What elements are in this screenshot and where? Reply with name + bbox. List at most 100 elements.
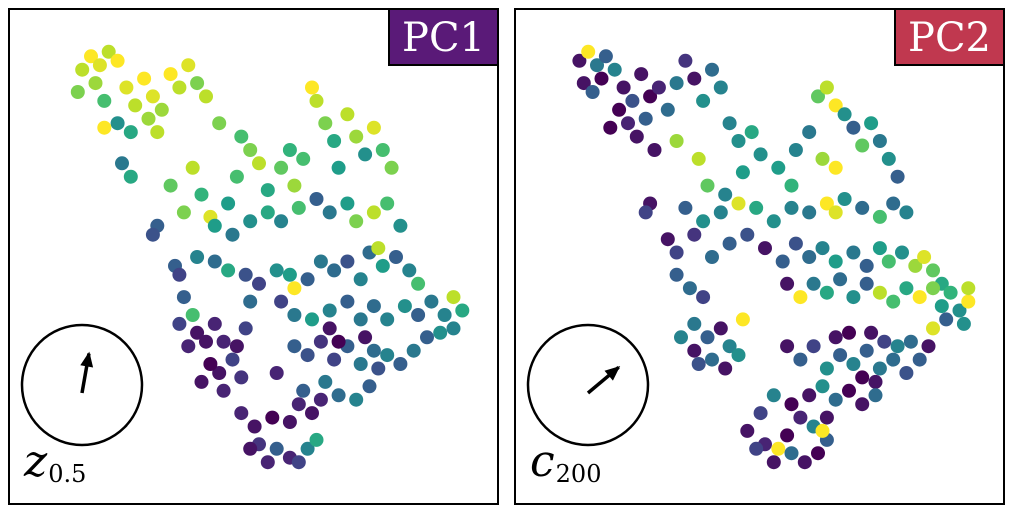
scatter-point [713, 321, 728, 336]
scatter-point [638, 205, 653, 220]
scatter-point [691, 151, 706, 166]
scatter-point [300, 348, 315, 363]
scatter-point [899, 366, 914, 380]
scatter-point [433, 325, 448, 340]
scatter-point [797, 455, 812, 470]
scatter-point [287, 308, 302, 322]
scatter-point [172, 80, 187, 95]
scatter-point [846, 245, 861, 260]
scatter-point [397, 299, 412, 314]
scatter-point [886, 196, 901, 211]
scatter-point [349, 129, 364, 144]
scatter-point [154, 102, 169, 117]
scatter-point [819, 196, 834, 211]
scatter-point [625, 93, 640, 108]
scatter-point [718, 187, 733, 202]
scatter-point [616, 80, 631, 95]
scatter-point [282, 415, 297, 429]
scatter-point [859, 343, 874, 358]
scatter-point [123, 125, 138, 140]
scatter-point [735, 312, 750, 327]
scatter-point [705, 352, 719, 367]
scatter-point [713, 205, 728, 220]
scatter-point [872, 241, 887, 256]
pc1-badge: PC1 [388, 10, 497, 66]
scatter-point [864, 116, 879, 131]
scatter-point [669, 267, 684, 282]
scatter-point [229, 169, 244, 184]
scatter-point [846, 357, 861, 371]
scatter-point [402, 263, 417, 278]
scatter-point [775, 254, 790, 269]
scatter-point [318, 374, 333, 389]
scatter-point [731, 348, 746, 363]
scatter-point [859, 258, 874, 273]
scatter-point [194, 187, 209, 202]
scatter-point [176, 290, 191, 305]
scatter-point [802, 388, 817, 403]
scatter-point [238, 267, 253, 282]
scatter-point [766, 214, 781, 229]
scatter-point [643, 89, 658, 104]
scatter-point [934, 299, 949, 314]
scatter-point [260, 205, 275, 220]
scatter-point [366, 120, 381, 135]
scatter-point [327, 263, 342, 278]
scatter-point [137, 71, 152, 86]
scatter-point [722, 236, 737, 251]
scatter-point [331, 160, 346, 175]
scatter-point [926, 263, 940, 278]
scatter-point [731, 196, 746, 211]
scatter-point [784, 178, 799, 193]
scatter-point [172, 316, 187, 331]
scatter-point [207, 218, 222, 233]
scatter-point [819, 285, 834, 300]
scatter-point [691, 357, 706, 371]
scatter-point [371, 241, 386, 256]
scatter-point [669, 76, 684, 91]
scatter-point [753, 147, 768, 162]
scatter-point [811, 89, 825, 104]
scatter-point [274, 294, 289, 309]
scatter-plot-pc2 [526, 44, 976, 470]
scatter-point [203, 357, 218, 371]
scatter-point [181, 58, 196, 73]
scatter-point [150, 125, 165, 140]
scatter-point [70, 85, 85, 99]
scatter-panel-pc1: PC1 z0.5 [8, 8, 499, 505]
scatter-point [647, 143, 662, 157]
scatter-point [833, 272, 848, 287]
scatter-point [216, 334, 231, 349]
variable-symbol: c [530, 436, 555, 487]
scatter-point [722, 339, 737, 354]
scatter-point [740, 423, 755, 438]
scatter-point [793, 410, 808, 425]
scatter-point [881, 151, 896, 166]
scatter-point [855, 200, 870, 215]
scatter-point [238, 321, 253, 336]
scatter-point [705, 250, 719, 264]
scatter-point [585, 85, 600, 99]
scatter-point [309, 432, 324, 447]
scatter-point [837, 192, 852, 206]
scatter-point [287, 281, 302, 296]
scatter-point [291, 200, 306, 215]
scatter-point [145, 89, 160, 104]
scatter-point [252, 156, 266, 171]
scatter-point [855, 397, 870, 412]
scatter-point [700, 178, 715, 193]
scatter-point [956, 316, 971, 331]
scatter-point [437, 308, 452, 322]
scatter-point [366, 343, 381, 358]
scatter-point [793, 352, 808, 367]
scatter-point [110, 53, 125, 68]
scatter-point [375, 143, 390, 157]
variable-label-left: z0.5 [24, 437, 86, 499]
scatter-point [424, 294, 439, 309]
scatter-point [678, 53, 693, 68]
scatter-point [895, 245, 909, 260]
scatter-point [411, 308, 426, 322]
scatter-point [629, 129, 644, 144]
scatter-point [943, 285, 958, 300]
scatter-point [828, 392, 843, 407]
